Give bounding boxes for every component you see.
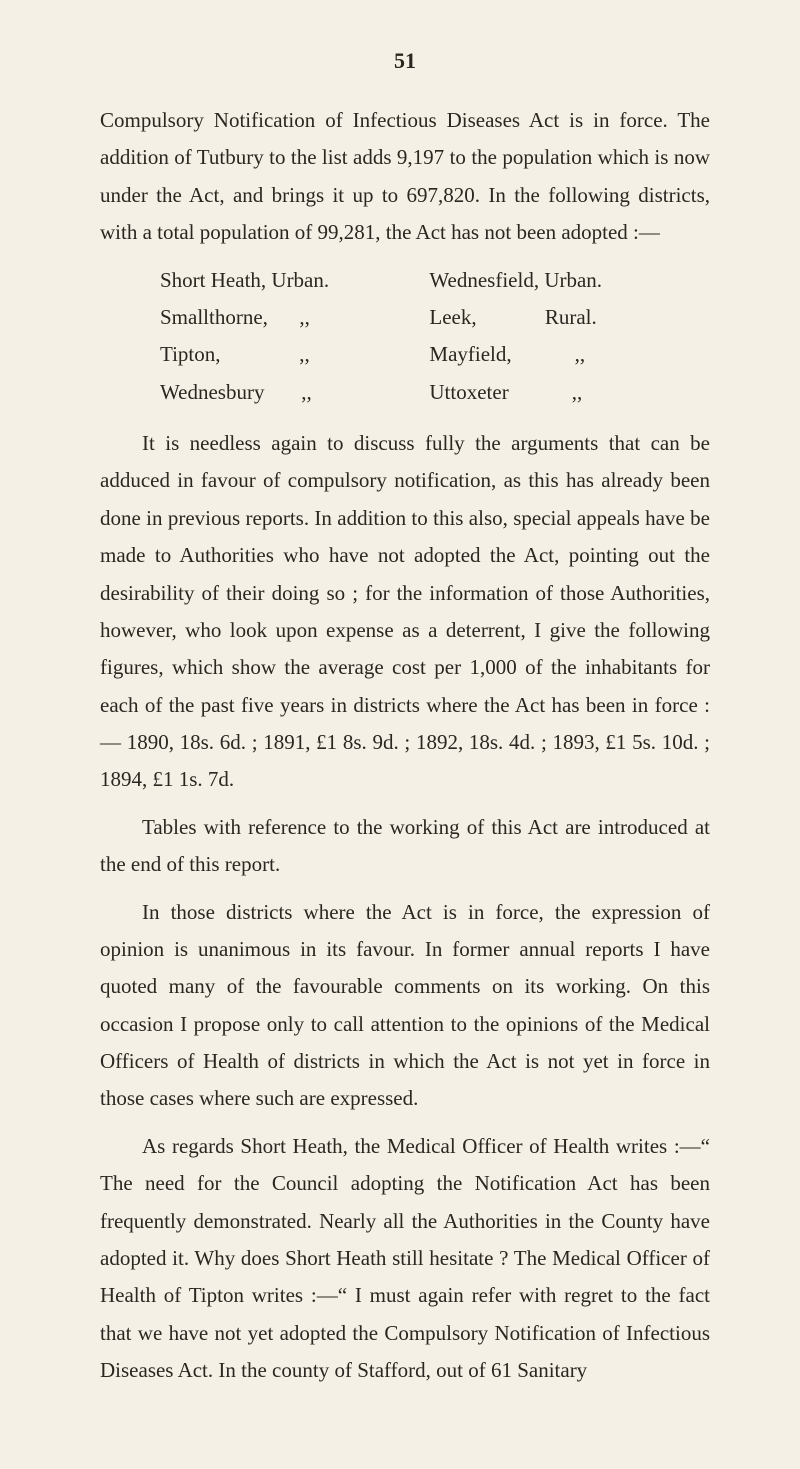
district-row: Wednesbury ,, Uttoxeter ,, — [100, 374, 710, 411]
district-row: Tipton, ,, Mayfield, ,, — [100, 336, 710, 373]
paragraph-5: As regards Short Heath, the Medical Offi… — [100, 1128, 710, 1390]
district-row: Smallthorne, ,, Leek, Rural. — [100, 299, 710, 336]
district-left: Tipton, ,, — [100, 336, 429, 373]
district-right: Wednesfield, Urban. — [429, 262, 710, 299]
paragraph-3: Tables with reference to the working of … — [100, 809, 710, 884]
paragraph-2: It is needless again to discuss fully th… — [100, 425, 710, 799]
page-number: 51 — [100, 48, 710, 74]
district-left: Short Heath, Urban. — [100, 262, 429, 299]
paragraph-4: In those districts where the Act is in f… — [100, 894, 710, 1118]
paragraph-1: Compulsory Notification of Infectious Di… — [100, 102, 710, 252]
district-right: Uttoxeter ,, — [429, 374, 710, 411]
document-page: 51 Compulsory Notification of Infectious… — [0, 0, 800, 1469]
district-row: Short Heath, Urban. Wednesfield, Urban. — [100, 262, 710, 299]
district-right: Leek, Rural. — [429, 299, 710, 336]
district-left: Smallthorne, ,, — [100, 299, 429, 336]
district-list: Short Heath, Urban. Wednesfield, Urban. … — [100, 262, 710, 412]
district-right: Mayfield, ,, — [429, 336, 710, 373]
district-left: Wednesbury ,, — [100, 374, 429, 411]
